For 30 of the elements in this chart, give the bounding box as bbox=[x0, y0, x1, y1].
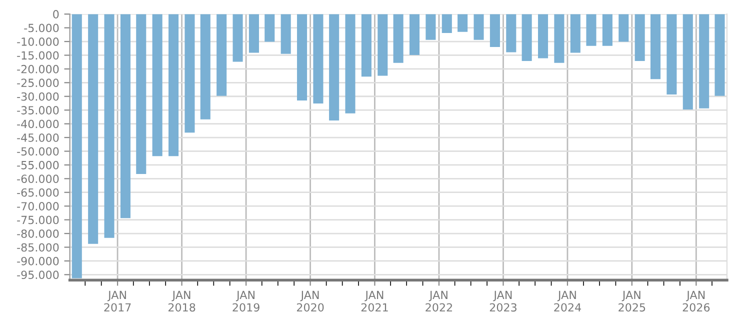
x-tick-label: JAN 2025 bbox=[618, 290, 646, 312]
y-tick-label: -50.000 bbox=[17, 147, 59, 156]
x-tick-label: JAN 2022 bbox=[426, 290, 452, 312]
y-tick-label: -80.000 bbox=[17, 229, 59, 238]
x-tick-label: JAN 2023 bbox=[490, 290, 516, 312]
x-tick-label: JAN 2017 bbox=[104, 290, 131, 312]
y-tick-label: -5.000 bbox=[24, 24, 59, 32]
y-tick-label: -35.000 bbox=[17, 106, 59, 114]
y-tick-label: -40.000 bbox=[17, 120, 59, 128]
y-tick-label: -65.000 bbox=[17, 188, 59, 197]
y-tick-label: -60.000 bbox=[17, 174, 59, 184]
y-tick-label: -70.000 bbox=[17, 202, 59, 210]
y-tick-label: -55.000 bbox=[17, 160, 59, 170]
y-tick-label: -75.000 bbox=[17, 216, 59, 224]
x-tick-label: JAN 2026 bbox=[682, 290, 710, 312]
y-tick-label: -30.000 bbox=[17, 92, 59, 101]
y-tick-label: -85.000 bbox=[17, 243, 59, 252]
x-tick-label: JAN 2021 bbox=[361, 290, 388, 312]
y-tick-label: -10.000 bbox=[17, 37, 59, 46]
y-tick-label: -25.000 bbox=[17, 78, 59, 88]
y-tick-label: 0 bbox=[53, 10, 59, 18]
x-tick-label: JAN 2018 bbox=[168, 290, 196, 312]
y-tick-label: -20.000 bbox=[17, 64, 59, 74]
y-tick-label: -15.000 bbox=[17, 51, 59, 60]
y-tick-label: -45.000 bbox=[17, 133, 59, 142]
x-tick-label: JAN 2019 bbox=[232, 290, 260, 312]
y-tick-label: -90.000 bbox=[17, 256, 59, 266]
x-tick-label: JAN 2020 bbox=[296, 290, 324, 312]
y-tick-label: -95.000 bbox=[17, 270, 59, 280]
x-tick-label: JAN 2024 bbox=[554, 290, 581, 312]
